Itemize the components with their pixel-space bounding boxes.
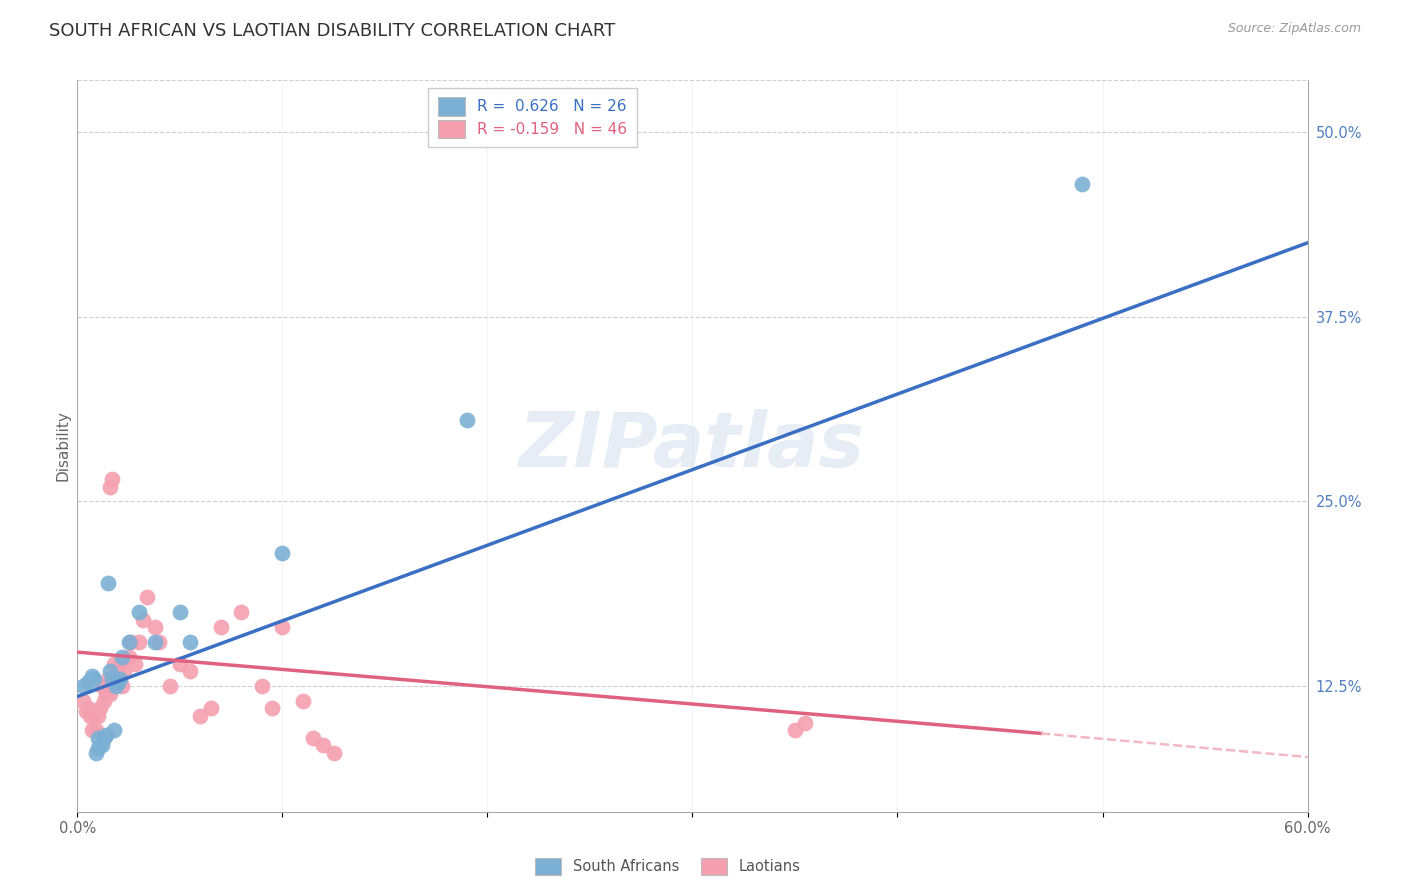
Point [231, 605, 253, 619]
Point [72, 679, 94, 693]
Point [98, 665, 121, 679]
Point [117, 649, 139, 664]
Text: Source: ZipAtlas.com: Source: ZipAtlas.com [1227, 22, 1361, 36]
Point [105, 679, 128, 693]
Point [120, 634, 142, 648]
Legend: South Africans, Laotians: South Africans, Laotians [529, 852, 807, 881]
Point [83, 708, 105, 723]
Text: ZIPatlas: ZIPatlas [519, 409, 866, 483]
Y-axis label: Disability: Disability [55, 410, 70, 482]
Point [114, 665, 136, 679]
Point [75, 704, 97, 718]
Point [110, 657, 132, 671]
Point [101, 672, 124, 686]
Point [93, 694, 115, 708]
Point [148, 634, 170, 648]
Point [98, 480, 121, 494]
Point [80, 723, 103, 738]
Point [107, 665, 129, 679]
Point [90, 679, 114, 693]
Point [456, 413, 478, 427]
Point [80, 669, 103, 683]
Point [111, 679, 134, 693]
Point [322, 746, 344, 760]
Point [159, 679, 181, 693]
Point [103, 723, 125, 738]
Point [143, 620, 166, 634]
Point [87, 731, 110, 745]
Text: SOUTH AFRICAN VS LAOTIAN DISABILITY CORRELATION CHART: SOUTH AFRICAN VS LAOTIAN DISABILITY CORR… [49, 22, 616, 40]
Point [98, 686, 121, 700]
Point [87, 741, 110, 756]
Point [209, 620, 232, 634]
Point [110, 672, 132, 686]
Point [107, 674, 129, 689]
Point [143, 634, 166, 648]
Point [1071, 177, 1094, 191]
Point [271, 546, 294, 560]
Point [72, 694, 94, 708]
Point [794, 716, 817, 731]
Point [271, 620, 294, 634]
Point [97, 672, 120, 686]
Point [783, 723, 806, 738]
Point [132, 613, 155, 627]
Point [188, 708, 212, 723]
Point [84, 723, 107, 738]
Point [76, 674, 98, 689]
Point [94, 728, 117, 742]
Point [87, 708, 110, 723]
Point [97, 575, 120, 590]
Point [103, 657, 125, 671]
Point [117, 634, 139, 648]
Point [89, 701, 111, 715]
Point [179, 665, 201, 679]
Point [76, 701, 98, 715]
Point [200, 701, 222, 715]
Point [128, 605, 150, 619]
Point [84, 746, 107, 760]
Point [111, 649, 134, 664]
Point [94, 686, 117, 700]
Point [250, 679, 273, 693]
Point [105, 672, 128, 686]
Point [291, 694, 314, 708]
Point [128, 634, 150, 648]
Point [93, 731, 115, 745]
Point [169, 657, 191, 671]
Point [83, 672, 105, 686]
Point [124, 657, 146, 671]
Point [90, 738, 114, 752]
Point [302, 731, 325, 745]
Point [312, 738, 335, 752]
Point [79, 708, 101, 723]
Point [169, 605, 191, 619]
Point [179, 634, 201, 648]
Point [262, 701, 284, 715]
Point [136, 591, 159, 605]
Point [101, 472, 124, 486]
